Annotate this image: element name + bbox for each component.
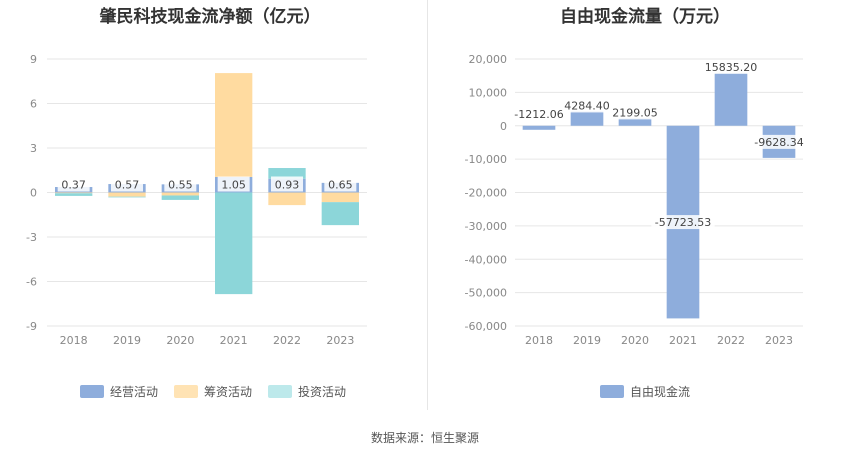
left-y-tick-label: 9 [30,53,37,66]
right-data-label-bg [609,105,661,120]
right-data-label: -1212.06 [514,108,563,121]
left-bar-2018-series-1 [55,192,93,194]
left-x-tick-label: 2020 [166,334,194,347]
right-y-tick-label: -20,000 [465,187,507,200]
left-x-tick-label: 2022 [273,334,301,347]
legend-swatch-financing [174,385,199,398]
left-data-label: 0.57 [115,179,140,192]
left-x-tick-label: 2019 [113,334,141,347]
right-data-label-bg [750,134,808,149]
left-bar-2018-series-2 [55,193,93,196]
data-source-note: 数据来源：恒生聚源 [370,431,479,445]
left-y-tick-label: 0 [30,187,37,200]
left-data-label: 0.93 [275,179,300,192]
right-y-tick-label: 20,000 [469,53,508,66]
right-y-tick-label: -40,000 [465,253,507,266]
left-x-tick-label: 2023 [326,334,354,347]
right-chart-title: 自由现金流量（万元） [560,7,730,27]
right-x-tick-label: 2022 [717,334,745,347]
right-x-tick-label: 2020 [621,334,649,347]
left-data-label-bg [324,176,357,192]
right-data-label-bg [702,59,760,74]
left-bar-2019-series-1 [108,192,146,197]
right-data-label: 2199.05 [612,106,658,119]
left-x-tick-label: 2018 [60,334,88,347]
left-y-tick-label: 3 [30,142,37,155]
right-legend: 自由现金流 [600,383,690,400]
right-bar-2020 [618,118,652,126]
left-data-label-bg [57,176,90,192]
left-bar-2021-series-2 [215,192,253,295]
left-data-label-bg [111,176,143,192]
left-data-label: 0.65 [328,179,353,192]
left-y-tick-label: -3 [26,231,37,244]
right-data-label: 15835.20 [705,61,758,74]
left-data-label: 0.55 [168,179,193,192]
legend-label-free-cash-flow: 自由现金流 [630,385,691,399]
left-bar-2019-series-2 [108,196,146,198]
left-data-label-bg [271,176,303,192]
right-y-tick-label: -10,000 [465,153,507,166]
right-y-tick-label: 0 [500,120,507,133]
left-legend: 经营活动 筹资活动 投资活动 [80,383,346,400]
panel-divider [427,0,428,410]
left-bar-2023-series-1 [321,192,359,203]
right-bar-2019 [570,111,604,126]
right-y-tick-label: -30,000 [465,220,507,233]
legend-label-operating: 经营活动 [110,385,159,399]
right-y-tick-label: 10,000 [469,86,508,99]
right-x-tick-label: 2019 [573,334,601,347]
right-data-label-bg [561,98,613,113]
right-x-tick-label: 2021 [669,334,697,347]
left-y-tick-label: -6 [26,276,37,289]
legend-item-investing[interactable]: 投资活动 [268,383,346,400]
left-bar-2020-series-1 [161,192,199,196]
right-y-tick-label: -50,000 [465,287,507,300]
left-bar-2022-series-1 [268,192,306,206]
right-bar-2022 [714,72,748,126]
legend-item-operating[interactable]: 经营活动 [80,383,158,400]
left-data-label-bg [217,176,250,192]
left-data-label: 0.37 [61,179,86,192]
right-x-tick-label: 2018 [525,334,553,347]
right-data-label: 4284.40 [564,99,610,112]
left-chart-title: 肇民科技现金流净额（亿元） [99,7,321,27]
right-data-label-bg [510,106,568,121]
right-data-label-bg [651,215,715,230]
left-x-tick-label: 2021 [220,334,248,347]
right-bar-2018 [522,125,556,130]
legend-label-investing: 投资活动 [298,385,347,399]
legend-item-financing[interactable]: 筹资活动 [174,383,252,400]
left-bar-2022-series-2 [268,168,306,179]
left-y-tick-label: -9 [26,320,37,333]
left-data-label: 1.05 [221,179,246,192]
right-data-label: -9628.34 [754,136,803,149]
legend-item-free-cash-flow[interactable]: 自由现金流 [600,383,690,400]
legend-swatch-free-cash-flow [600,385,624,398]
left-bar-2020-series-2 [161,195,199,200]
legend-swatch-operating [80,385,104,398]
right-data-label: -57723.53 [655,216,711,229]
right-x-tick-label: 2023 [765,334,793,347]
left-data-label-bg [164,176,197,192]
legend-label-financing: 筹资活动 [204,385,253,399]
left-bar-2023-series-2 [321,202,359,226]
right-y-tick-label: -60,000 [465,320,507,333]
left-bar-2021-series-1 [215,73,253,177]
left-y-tick-label: 6 [30,98,37,111]
legend-swatch-investing [268,385,293,398]
